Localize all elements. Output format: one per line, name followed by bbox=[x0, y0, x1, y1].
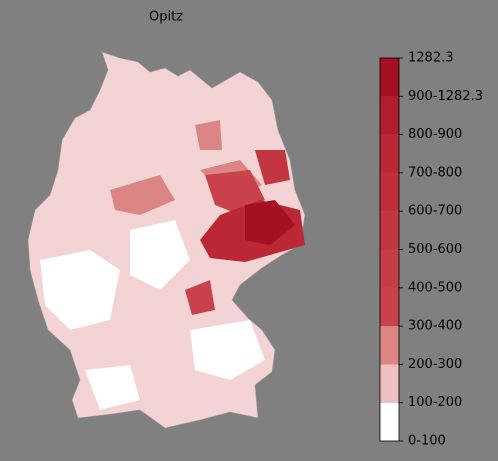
colorbar-label: 100-200 bbox=[408, 395, 462, 410]
colorbar-segment bbox=[380, 326, 399, 365]
region-low bbox=[130, 220, 190, 290]
colorbar-segment bbox=[380, 402, 399, 441]
colorbar-segment bbox=[380, 287, 399, 327]
colorbar-label: 300-400 bbox=[408, 319, 462, 334]
colorbar-label: 700-800 bbox=[408, 165, 462, 180]
region-high bbox=[255, 150, 290, 185]
colorbar-label: 900-1282.3 bbox=[408, 89, 483, 104]
colorbar-segment bbox=[380, 364, 399, 403]
region-top bbox=[245, 200, 295, 245]
colorbar-label: 200-300 bbox=[408, 357, 462, 372]
colorbar-segment bbox=[380, 96, 399, 135]
region-mid bbox=[195, 120, 222, 150]
colorbar-label: 800-900 bbox=[408, 127, 462, 142]
colorbar-label: 500-600 bbox=[408, 242, 462, 257]
region-low bbox=[190, 320, 265, 380]
colorbar-segment bbox=[380, 211, 399, 250]
colorbar-label: 600-700 bbox=[408, 204, 462, 219]
map-title: Opitz bbox=[149, 10, 183, 25]
colorbar-segment bbox=[380, 134, 399, 173]
region-low bbox=[40, 250, 120, 330]
region-mid bbox=[110, 175, 175, 215]
colorbar-segment bbox=[380, 58, 399, 97]
germany-map bbox=[27, 51, 306, 429]
colorbar: 0-100 100-200 200-300 300-400 400-500 500-600… bbox=[380, 51, 483, 449]
region-mid bbox=[185, 280, 215, 315]
colorbar-label: 1282.3 bbox=[408, 51, 454, 66]
colorbar-segment bbox=[380, 249, 399, 288]
colorbar-label: 400-500 bbox=[408, 280, 462, 295]
colorbar-frame bbox=[379, 57, 400, 442]
colorbar-segment bbox=[380, 172, 399, 212]
region-low bbox=[85, 365, 140, 410]
colorbar-label: 0-100 bbox=[408, 434, 446, 449]
